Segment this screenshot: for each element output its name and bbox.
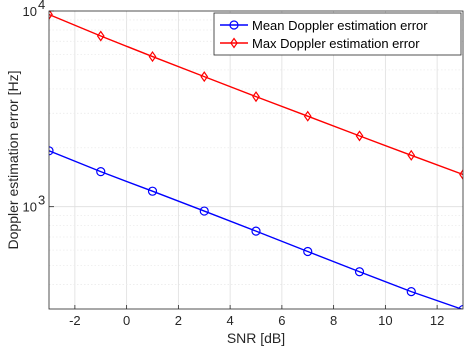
y-tick-label-0: 10: [23, 200, 37, 215]
series-line-0: [49, 150, 463, 309]
series-1-point-6: [355, 130, 364, 142]
series-0-point-2: [147, 186, 158, 196]
series-0-point-6: [354, 267, 365, 277]
legend-box: [213, 12, 462, 56]
x-tick-label-4: 6: [278, 313, 285, 328]
y-axis-label: Doppler estimation error [Hz]: [5, 71, 21, 250]
series-line-1: [49, 13, 463, 176]
series-0-point-7: [406, 287, 416, 297]
series-1-point-0: [49, 11, 53, 21]
x-tick-label-2: 2: [175, 313, 182, 328]
x-axis-label: SNR [dB]: [227, 330, 285, 346]
plot-frame: [48, 10, 464, 310]
legend-marker-0: [229, 20, 239, 30]
series-0-point-0: [49, 146, 54, 156]
series-1-point-8: [459, 168, 463, 181]
x-tick-label-0: -2: [69, 313, 81, 328]
x-tick-label-5: 8: [330, 313, 337, 328]
x-tick-label-3: 4: [227, 313, 234, 328]
legend-marker-1: [230, 37, 238, 49]
series-layer: [49, 11, 463, 309]
series-clip-group: [49, 11, 463, 309]
x-tick-label-1: 0: [123, 313, 130, 328]
series-0-point-3: [199, 206, 209, 216]
plot-background: [49, 11, 463, 309]
series-0-point-4: [251, 226, 261, 236]
series-0-point-5: [303, 246, 313, 257]
series-1-point-4: [252, 91, 260, 103]
series-1-point-3: [200, 71, 209, 83]
x-tick-label-7: 12: [430, 313, 444, 328]
y-tick-label-exp-1: 4: [38, 0, 45, 12]
y-tick-label-exp-0: 3: [38, 193, 45, 208]
y-tick-label-1: 10: [23, 4, 37, 19]
series-1-point-2: [148, 51, 157, 63]
x-tick-label-6: 10: [378, 313, 392, 328]
legend-label-1: Max Doppler estimation error: [252, 36, 420, 51]
x-ticks: -2 0 2 4 6 8 10 12: [69, 305, 444, 328]
series-1-point-5: [303, 110, 312, 122]
series-1-point-7: [407, 149, 416, 161]
series-0-point-1: [96, 167, 106, 177]
legend-label-0: Mean Doppler estimation error: [252, 18, 428, 33]
legend: Mean Doppler estimation error Max Doppler…: [213, 12, 462, 56]
series-1-point-1: [96, 30, 105, 42]
